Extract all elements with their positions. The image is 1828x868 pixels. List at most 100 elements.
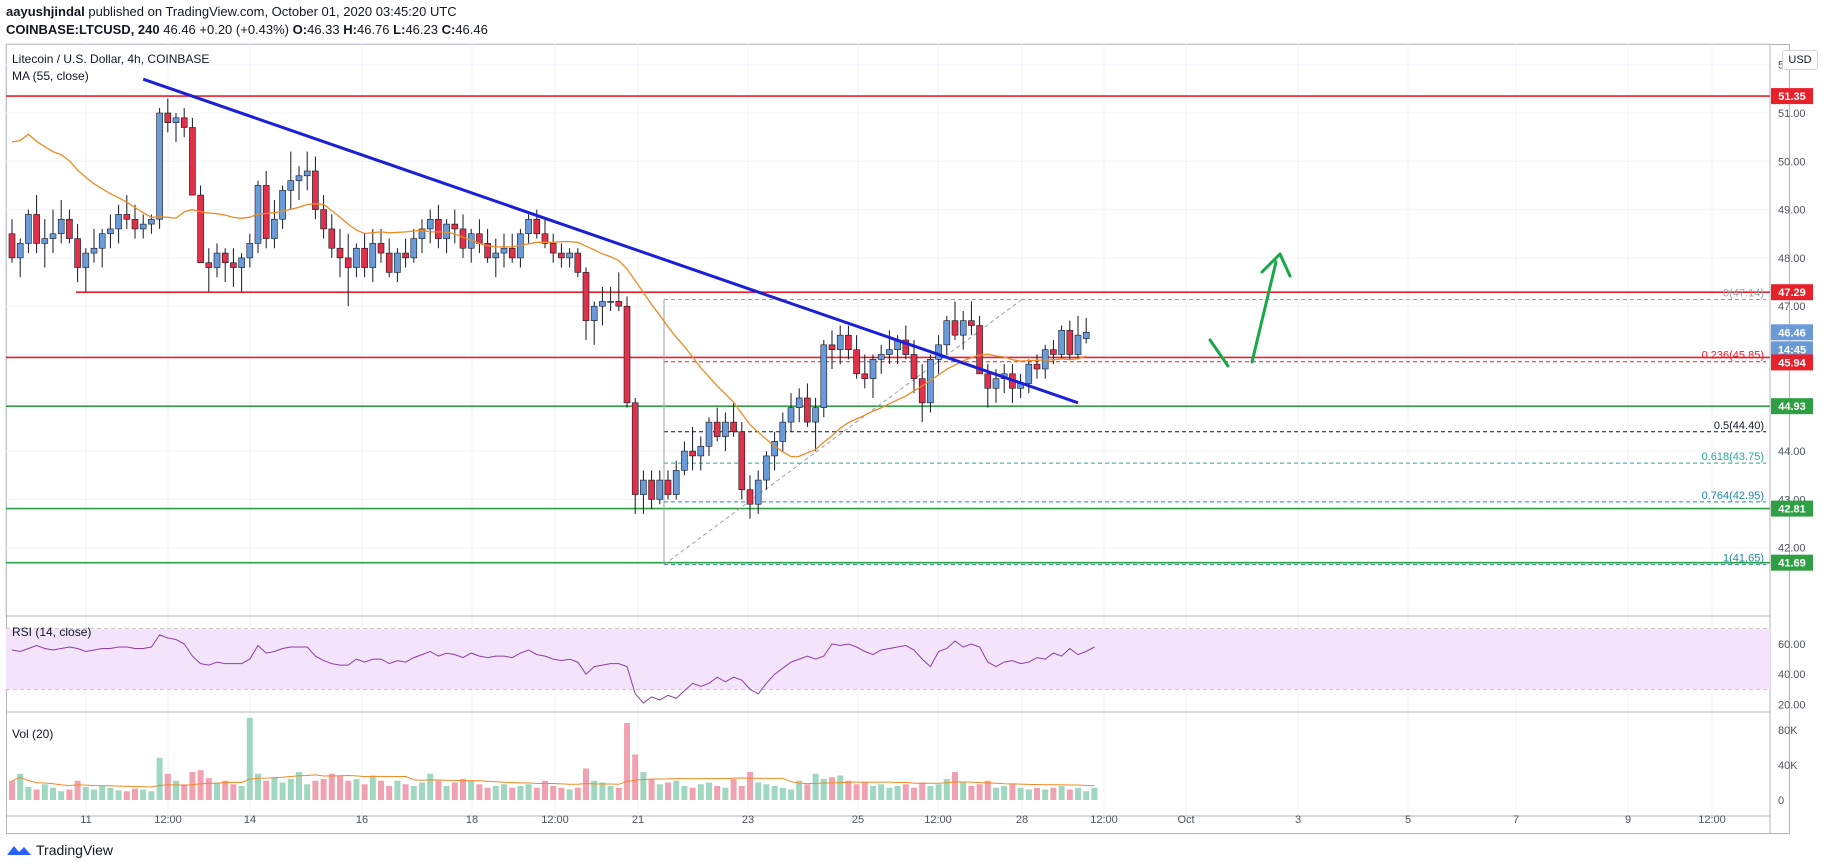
candle-body (656, 479, 664, 500)
candle-body (139, 223, 147, 230)
price-badge-label: 45.94 (1778, 357, 1806, 369)
candle-body (869, 359, 877, 379)
volume-bar (788, 789, 794, 800)
candle-body (353, 247, 360, 268)
volume-bar (402, 784, 409, 800)
time-tick-label: 12:00 (924, 814, 952, 826)
volume-bar (238, 786, 245, 800)
volume-bar (960, 782, 967, 800)
volume-bar (1075, 787, 1081, 800)
volume-bar (476, 784, 483, 800)
grid (6, 44, 1771, 834)
currency-button[interactable]: USD (1782, 50, 1818, 70)
candle-body (1082, 331, 1090, 339)
volume-bar (599, 782, 606, 800)
candle-body (968, 320, 975, 326)
candle-body (115, 214, 122, 230)
time-tick-label: 7 (1513, 814, 1519, 826)
candle-body (566, 252, 573, 259)
tradingview-brand[interactable]: TradingView (36, 842, 114, 858)
volume-bar (369, 775, 376, 800)
volume-bar (976, 784, 983, 800)
candle-body (418, 228, 426, 239)
volume-bar (763, 784, 770, 800)
volume-bar (779, 787, 786, 800)
volume-bar (820, 779, 827, 800)
price-pane (5, 43, 1771, 617)
volume-tick-label: 40K (1778, 760, 1798, 772)
candle-body (705, 421, 713, 447)
time-tick-label: 16 (356, 814, 368, 826)
candle-body (886, 349, 893, 355)
volume-bar (1066, 789, 1073, 800)
volume-bar (468, 780, 475, 800)
candle-body (599, 301, 606, 307)
volume-bar (952, 772, 958, 800)
volume-bar (607, 786, 614, 800)
volume-bar (492, 786, 499, 800)
open-label: O: (292, 22, 308, 37)
volume-bar (25, 786, 32, 800)
rsi-tick-label: 60.00 (1778, 639, 1806, 651)
volume-bar (443, 786, 450, 800)
candle-body (935, 344, 942, 360)
candle-body (746, 489, 754, 505)
volume-bar (279, 782, 286, 800)
rsi-tick-label: 20.00 (1778, 699, 1806, 711)
tradingview-logo-icon (7, 846, 31, 855)
volume-bar (853, 784, 860, 800)
volume-bar (312, 780, 319, 800)
candle-body (361, 247, 368, 268)
candle-body (57, 218, 65, 235)
candle-body (910, 354, 918, 379)
projection-arrows (1208, 252, 1292, 368)
candle-body (303, 170, 311, 177)
arrow-dip (1208, 338, 1230, 368)
high-value: 46.76 (356, 22, 390, 37)
time-tick-label: 11 (80, 814, 91, 826)
volume-bar (246, 717, 253, 800)
chart-title: Litecoin / U.S. Dollar, 4h, COINBASE (12, 52, 210, 66)
publish-text: published on TradingView.com, October 01… (84, 4, 457, 19)
time-tick-label: 12:00 (1698, 814, 1726, 826)
time-tick-label: 21 (632, 814, 644, 826)
time-tick-label: 28 (1016, 814, 1028, 826)
candle-body (853, 349, 860, 375)
rsi-line (11, 634, 1095, 704)
candle-body (1058, 330, 1065, 355)
volume-bar (878, 784, 885, 800)
ma-line (11, 133, 1087, 458)
volume-legend: Vol (20) (12, 727, 54, 741)
volume-bar (968, 786, 975, 800)
volume-bar (615, 787, 622, 800)
candle-body (394, 252, 401, 273)
candle-body (410, 238, 418, 259)
time-tick-label: 14 (244, 814, 256, 826)
trend-line[interactable] (142, 77, 1079, 405)
fib-retracement[interactable]: 0(47.14) 0.236(45.85) 0.5(44.40) 0.618(43.7… (663, 287, 1766, 566)
candle-body (672, 470, 680, 495)
fib-label: 0.764(42.95) (1702, 490, 1764, 502)
volume-bar (74, 780, 81, 800)
candle-body (484, 243, 491, 259)
candle-body (951, 320, 959, 336)
candle-body (959, 320, 967, 336)
candle-body (205, 262, 213, 268)
time-tick-label: 23 (742, 814, 754, 826)
volume-bar (911, 787, 917, 800)
volume-bar (1025, 789, 1032, 800)
volume-bar (935, 784, 942, 800)
candle-body (689, 450, 696, 457)
candle-body (730, 421, 737, 433)
candle-body (90, 247, 98, 254)
volume-bar (886, 787, 893, 800)
candle-body (984, 373, 992, 389)
arrow-up-shaft (1250, 260, 1278, 364)
candle-body (344, 257, 352, 268)
volume-bar (943, 779, 950, 800)
candle-body (385, 252, 393, 273)
horizontal-levels[interactable] (6, 95, 1770, 564)
candle-body (107, 228, 114, 235)
author-name[interactable]: aayushjindal (6, 4, 85, 19)
